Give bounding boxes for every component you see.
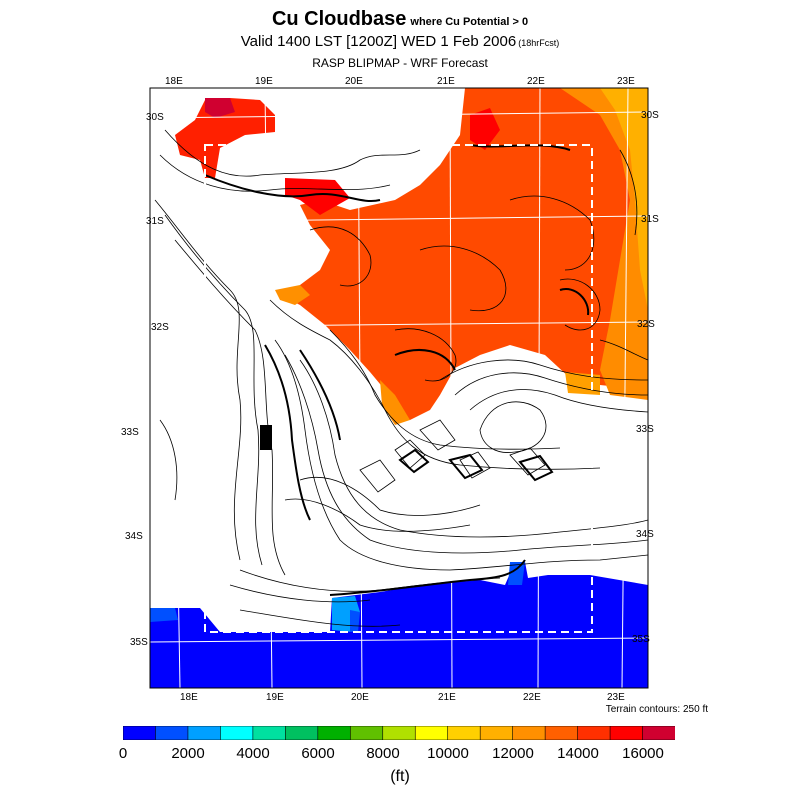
lat-label: 30S (641, 110, 659, 121)
map-subtitle: Valid 1400 LST [1200Z] WED 1 Feb 2006 (18… (0, 33, 800, 50)
valid-time: Valid 1400 LST [1200Z] WED 1 Feb 2006 (240, 33, 517, 50)
colorbar-swatch (447, 726, 481, 740)
colorbar-swatch (155, 726, 189, 740)
terrain-note: Terrain contours: 250 ft (605, 704, 708, 715)
colorbar-tick-label: 8000 (366, 745, 400, 762)
lon-label: 18E (180, 692, 198, 703)
lon-label: 23E (607, 692, 625, 703)
title-text: Cu Cloudbase (271, 8, 407, 30)
colorbar-tick-label: 4000 (236, 745, 270, 762)
colorbar-swatch (285, 726, 319, 740)
colorbar-tick-label: 14000 (557, 745, 599, 762)
right-latitude-labels: 30S 31S 32S 33S 34S 35S (632, 110, 659, 645)
lat-lon-grid (150, 88, 648, 688)
colorbar-swatch (414, 726, 449, 740)
left-latitude-labels: 30S 31S 32S 33S 34S 35S (121, 112, 169, 648)
forecast-hour: (18hrFcst) (518, 38, 560, 48)
lat-label: 34S (125, 531, 143, 542)
bottom-longitude-labels: 18E 19E 20E 21E 22E 23E (180, 692, 625, 703)
colorbar-tick-label: 6000 (301, 745, 335, 762)
lon-label: 21E (438, 692, 456, 703)
colorbar-swatch (252, 726, 287, 740)
colorbar-swatch (187, 726, 222, 740)
lon-label: 20E (345, 76, 363, 87)
lat-label: 31S (641, 214, 659, 225)
colorbar-tick-label: 2000 (171, 745, 205, 762)
colorbar-tick-label: 10000 (427, 745, 469, 762)
colorbar-swatch (577, 726, 611, 740)
top-longitude-labels: 18E 19E 20E 21E 22E 23E (165, 76, 635, 87)
colorbar-swatch (123, 726, 157, 740)
colorbar-tick-label: 12000 (492, 745, 534, 762)
colorbar-swatch (479, 726, 514, 740)
lat-label: 32S (151, 322, 169, 333)
lon-label: 19E (255, 76, 273, 87)
title-condition: where Cu Potential > 0 (410, 16, 529, 28)
colorbar-swatch (544, 726, 579, 740)
colorbar-tick-label: 0 (118, 745, 128, 762)
colorbar-swatch (382, 726, 417, 740)
lat-label: 31S (146, 216, 164, 227)
lat-label: 33S (636, 424, 654, 435)
model-name: RASP BLIPMAP - WRF Forecast (312, 56, 488, 70)
lon-label: 20E (351, 692, 369, 703)
colorbar-swatch (349, 726, 384, 740)
map-title: Cu Cloudbase where Cu Potential > 0 (0, 8, 800, 31)
colorbar-swatch (317, 726, 352, 740)
lon-label: 22E (527, 76, 545, 87)
units-label: (ft) (390, 768, 410, 785)
lon-label: 21E (437, 76, 455, 87)
lon-label: 18E (165, 76, 183, 87)
lat-label: 35S (632, 634, 650, 645)
colorbar-tick-label: 16000 (622, 745, 664, 762)
lat-label: 33S (121, 427, 139, 438)
lat-label: 34S (636, 529, 654, 540)
colorbar (123, 726, 675, 740)
colorbar-swatch (609, 726, 644, 740)
colorbar-swatch (642, 726, 675, 740)
lon-label: 23E (617, 76, 635, 87)
map-frame (149, 87, 649, 689)
lat-label: 30S (146, 112, 164, 123)
lon-label: 22E (523, 692, 541, 703)
terrain-contours (154, 129, 648, 627)
inner-domain-boundary (204, 144, 593, 633)
colorbar-swatch (512, 726, 546, 740)
lat-label: 32S (637, 319, 655, 330)
coastline (204, 144, 590, 596)
colorbar-swatch (220, 726, 254, 740)
high-terrain-marker (260, 425, 272, 450)
lat-label: 35S (130, 637, 148, 648)
lon-label: 19E (266, 692, 284, 703)
